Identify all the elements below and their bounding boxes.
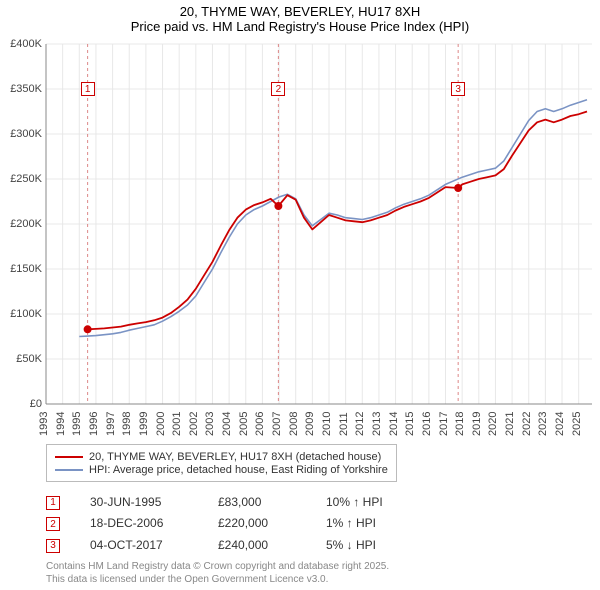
sale-row: 1 30-JUN-1995 £83,000 10% ↑ HPI: [46, 494, 426, 510]
sale-row-marker: 3: [46, 539, 60, 553]
sale-row: 3 04-OCT-2017 £240,000 5% ↓ HPI: [46, 537, 426, 553]
x-tick-label: 2011: [338, 412, 350, 436]
x-tick-label: 2016: [421, 412, 433, 436]
y-tick-label: £150K: [0, 263, 42, 275]
x-tick-label: 2021: [504, 412, 516, 436]
sale-row-marker: 1: [46, 496, 60, 510]
chart-container: 20, THYME WAY, BEVERLEY, HU17 8XH Price …: [0, 0, 600, 590]
y-tick-label: £0: [0, 398, 42, 410]
x-tick-label: 2005: [238, 412, 250, 436]
x-tick-label: 2009: [304, 412, 316, 436]
sale-row: 2 18-DEC-2006 £220,000 1% ↑ HPI: [46, 516, 426, 532]
attribution-footer: Contains HM Land Registry data © Crown c…: [46, 560, 389, 586]
x-tick-label: 1998: [121, 412, 133, 436]
legend-label: 20, THYME WAY, BEVERLEY, HU17 8XH (detac…: [89, 451, 381, 463]
sale-price: £220,000: [218, 516, 298, 530]
y-tick-label: £100K: [0, 308, 42, 320]
y-tick-label: £350K: [0, 83, 42, 95]
legend-swatch: [55, 456, 83, 459]
x-tick-label: 2007: [271, 412, 283, 436]
y-tick-label: £300K: [0, 128, 42, 140]
x-tick-label: 2018: [454, 412, 466, 436]
footer-line-2: This data is licensed under the Open Gov…: [46, 573, 389, 586]
x-tick-label: 2006: [254, 412, 266, 436]
sale-marker-box: 3: [451, 82, 465, 96]
y-tick-label: £200K: [0, 218, 42, 230]
sale-row-marker: 2: [46, 517, 60, 531]
legend-item: HPI: Average price, detached house, East…: [55, 464, 388, 476]
x-tick-label: 1996: [88, 412, 100, 436]
x-tick-label: 1997: [104, 412, 116, 436]
x-tick-label: 2002: [188, 412, 200, 436]
x-tick-label: 1993: [38, 412, 50, 436]
y-tick-label: £400K: [0, 38, 42, 50]
sale-pct-vs-hpi: 1% ↑ HPI: [326, 516, 426, 530]
x-tick-label: 2015: [404, 412, 416, 436]
x-tick-label: 2000: [154, 412, 166, 436]
x-tick-label: 1994: [54, 412, 66, 436]
sale-pct-vs-hpi: 5% ↓ HPI: [326, 538, 426, 552]
x-tick-label: 2025: [570, 412, 582, 436]
x-tick-label: 2014: [387, 412, 399, 436]
x-tick-label: 2013: [371, 412, 383, 436]
legend-label: HPI: Average price, detached house, East…: [89, 464, 388, 476]
x-tick-label: 2019: [471, 412, 483, 436]
sale-date: 30-JUN-1995: [90, 495, 190, 509]
x-tick-label: 2024: [554, 412, 566, 436]
legend: 20, THYME WAY, BEVERLEY, HU17 8XH (detac…: [46, 444, 397, 482]
sale-date: 18-DEC-2006: [90, 516, 190, 530]
x-tick-label: 1999: [138, 412, 150, 436]
sale-date: 04-OCT-2017: [90, 538, 190, 552]
sale-pct-vs-hpi: 10% ↑ HPI: [326, 495, 426, 509]
x-tick-label: 2012: [354, 412, 366, 436]
legend-item: 20, THYME WAY, BEVERLEY, HU17 8XH (detac…: [55, 451, 388, 463]
x-tick-label: 2003: [204, 412, 216, 436]
x-tick-label: 2008: [287, 412, 299, 436]
x-tick-label: 2004: [221, 412, 233, 436]
sale-marker-box: 2: [271, 82, 285, 96]
sale-price: £83,000: [218, 495, 298, 509]
sales-table: 1 30-JUN-1995 £83,000 10% ↑ HPI 2 18-DEC-2006…: [46, 494, 426, 559]
footer-line-1: Contains HM Land Registry data © Crown c…: [46, 560, 389, 573]
y-tick-label: £250K: [0, 173, 42, 185]
legend-swatch: [55, 469, 83, 472]
sale-marker-box: 1: [81, 82, 95, 96]
x-tick-label: 2017: [437, 412, 449, 436]
x-tick-label: 2010: [321, 412, 333, 436]
x-tick-label: 2022: [520, 412, 532, 436]
x-tick-label: 2001: [171, 412, 183, 436]
chart-svg: [0, 0, 600, 408]
x-tick-label: 2023: [537, 412, 549, 436]
x-tick-label: 2020: [487, 412, 499, 436]
x-tick-label: 1995: [71, 412, 83, 436]
y-tick-label: £50K: [0, 353, 42, 365]
sale-price: £240,000: [218, 538, 298, 552]
